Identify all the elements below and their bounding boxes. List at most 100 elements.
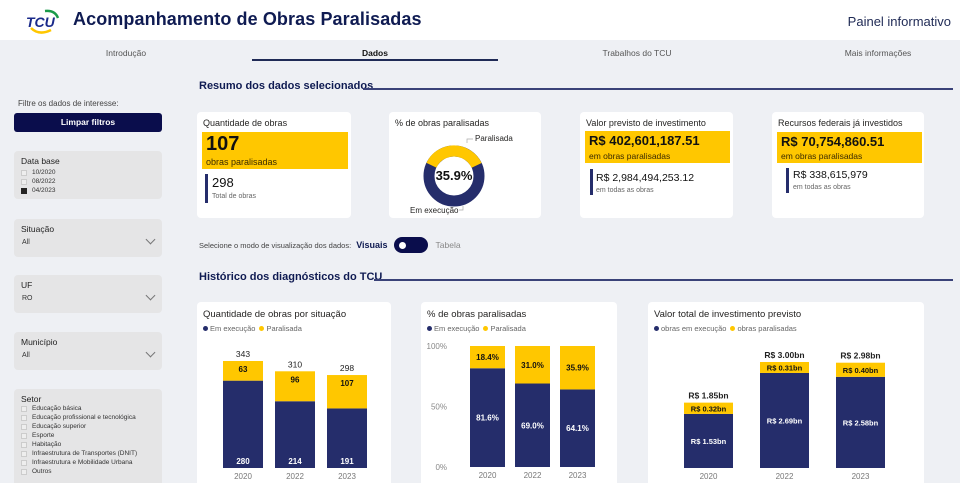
bar-paralisada-2020 — [223, 361, 263, 381]
slicer-data-base: Data base 10/2020 08/2022 04/2023 — [14, 151, 162, 199]
municipio-dropdown-value[interactable]: All — [22, 352, 30, 359]
checkbox-setor-educacao-basica[interactable]: Educação básica — [21, 404, 137, 413]
app-header: TCU Acompanhamento de Obras Paralisadas … — [0, 0, 960, 40]
checkbox-icon — [21, 169, 27, 176]
chevron-down-icon[interactable] — [145, 290, 156, 301]
data-label-total: R$ 3.00bn — [764, 350, 804, 360]
bar-paralisada-2023 — [327, 375, 367, 409]
checkbox-setor-educacao-profissional[interactable]: Educação profissional e tecnológica — [21, 413, 137, 422]
filter-label: Filtre os dados de interesse: — [18, 99, 119, 108]
card-quantidade-obras: Quantidade de obras 107 obras paralisada… — [197, 112, 351, 218]
checkbox-icon — [21, 450, 27, 457]
donut-chart: Paralisada Em execução 35.9% — [410, 134, 513, 215]
tab-bar: Introdução Dados Trabalhos do TCU Mais i… — [0, 40, 960, 70]
checkbox-setor-educacao-superior[interactable]: Educação superior — [21, 422, 137, 431]
data-label-paralisada: 31.0% — [521, 361, 544, 370]
x-tick-label: 2023 — [852, 472, 870, 481]
card-recursos-federais: Recursos federais já investidos R$ 70,75… — [772, 112, 924, 218]
slicer-situacao[interactable]: Situação All — [14, 219, 162, 257]
slicer-municipio[interactable]: Município All — [14, 332, 162, 370]
bar-execucao-2020 — [223, 380, 263, 468]
tcu-logo-icon: TCU — [26, 9, 60, 34]
data-label-execucao: 69.0% — [521, 421, 544, 430]
checkbox-icon — [21, 414, 27, 421]
checkbox-setor-esporte[interactable]: Esporte — [21, 431, 137, 440]
data-label-paralisada: 107 — [340, 379, 354, 388]
checkbox-setor-mobilidade-urbana[interactable]: Infraestrutura e Mobilidade Urbana — [21, 458, 137, 467]
bar-paralisada-2023 — [560, 346, 595, 390]
bar-execucao-2022 — [275, 401, 315, 468]
checkbox-data-base-04-2023[interactable]: 04/2023 — [21, 186, 56, 195]
donut-label-paralisada: Paralisada — [475, 134, 513, 143]
legend-dot-icon — [203, 326, 208, 331]
legend-item-paralisada[interactable]: Paralisada — [259, 324, 302, 333]
situacao-dropdown-value[interactable]: All — [22, 239, 30, 246]
chart-valor-investimento: R$ 1.53bn R$ 0.32bn R$ 1.85bn 2020 R$ 2.69bn… — [684, 350, 885, 481]
chart-title: % de obras paralisadas — [427, 309, 527, 320]
chart-card-percent-paralisadas: % de obras paralisadas Em execução Paral… — [421, 302, 617, 483]
view-mode-toggle[interactable] — [393, 237, 428, 253]
card-percent-paralisadas: % de obras paralisadas Paralisada Em exe… — [389, 112, 541, 218]
total-obras-label: Total de obras — [212, 193, 256, 200]
slicer-uf[interactable]: UF RO — [14, 275, 162, 313]
tab-dados[interactable]: Dados — [362, 48, 388, 58]
chart-legend: Em execução Paralisada — [427, 324, 530, 333]
tab-mais-informacoes[interactable]: Mais informações — [844, 48, 912, 58]
slicer-title: Data base — [21, 156, 60, 166]
card-title: Quantidade de obras — [203, 118, 288, 128]
legend-item-execucao[interactable]: Em execução — [427, 324, 479, 333]
legend-item-execucao[interactable]: obras em execução — [654, 324, 726, 333]
tab-trabalhos[interactable]: Trabalhos do TCU — [602, 48, 672, 58]
clear-filters-button[interactable]: Limpar filtros — [14, 113, 162, 132]
checkbox-setor-habitacao[interactable]: Habitação — [21, 440, 137, 449]
accent-bar — [590, 169, 593, 195]
bar-execucao-2022 — [515, 383, 550, 467]
donut-slice-paralisada — [423, 145, 485, 207]
slicer-title: UF — [21, 280, 33, 290]
chart-legend: obras em execução obras paralisadas — [654, 324, 801, 333]
bar-execucao-2023 — [560, 389, 595, 467]
bar-execucao-2020 — [684, 413, 733, 468]
x-tick-label: 2022 — [524, 471, 542, 480]
accent-bar — [205, 174, 208, 203]
paralisada-leader-line — [466, 138, 473, 143]
chevron-down-icon[interactable] — [145, 234, 156, 245]
highlight-box: 107 obras paralisadas — [202, 132, 348, 169]
x-tick-label: 2022 — [776, 472, 794, 481]
view-mode-selector: Selecione o modo de visualização dos dad… — [199, 237, 461, 253]
x-tick-label: 2022 — [286, 472, 304, 481]
execucao-leader-line — [459, 206, 464, 211]
uf-dropdown-value[interactable]: RO — [22, 295, 33, 302]
chevron-down-icon[interactable] — [145, 347, 156, 358]
data-label-total: 310 — [288, 359, 302, 369]
checkbox-icon — [21, 459, 27, 466]
checkbox-data-base-10-2020[interactable]: 10/2020 — [21, 168, 56, 177]
x-tick-label: 2023 — [338, 472, 356, 481]
chart-quantidade-situacao: 280 63 343 2020 214 96 310 2022 191 107 298 2023 — [223, 349, 367, 481]
legend-item-paralisada[interactable]: obras paralisadas — [730, 324, 797, 333]
tab-introducao[interactable]: Introdução — [105, 48, 147, 58]
data-label-execucao: 280 — [236, 457, 250, 466]
data-label-paralisada: R$ 0.32bn — [691, 404, 727, 413]
chart-title: Quantidade de obras por situação — [203, 309, 347, 320]
checkbox-setor-outros[interactable]: Outros — [21, 467, 137, 476]
checkbox-data-base-08-2022[interactable]: 08/2022 — [21, 177, 56, 186]
checkbox-icon — [21, 468, 27, 475]
header-subtitle: Painel informativo — [847, 14, 951, 29]
data-label-paralisada: 63 — [239, 365, 248, 374]
legend-item-paralisada[interactable]: Paralisada — [483, 324, 526, 333]
data-label-paralisada: R$ 0.40bn — [843, 366, 879, 375]
checkbox-setor-dnit[interactable]: Infraestrutura de Transportes (DNIT) — [21, 449, 137, 458]
data-label-paralisada: 18.4% — [476, 353, 499, 362]
option-tabela[interactable]: Tabela — [435, 240, 461, 250]
checkbox-icon — [21, 432, 27, 439]
checkbox-checked-icon — [21, 187, 27, 194]
bar-paralisada-2020 — [684, 402, 733, 414]
summary-section-title: Resumo dos dados selecionados — [199, 80, 374, 92]
total-obras-count: 298 — [212, 175, 234, 190]
bar-paralisada-2022 — [515, 346, 550, 384]
option-visuais[interactable]: Visuais — [356, 240, 388, 250]
legend-dot-icon — [483, 326, 489, 331]
legend-item-execucao[interactable]: Em execução — [203, 324, 255, 333]
legend-dot-icon — [259, 326, 265, 331]
